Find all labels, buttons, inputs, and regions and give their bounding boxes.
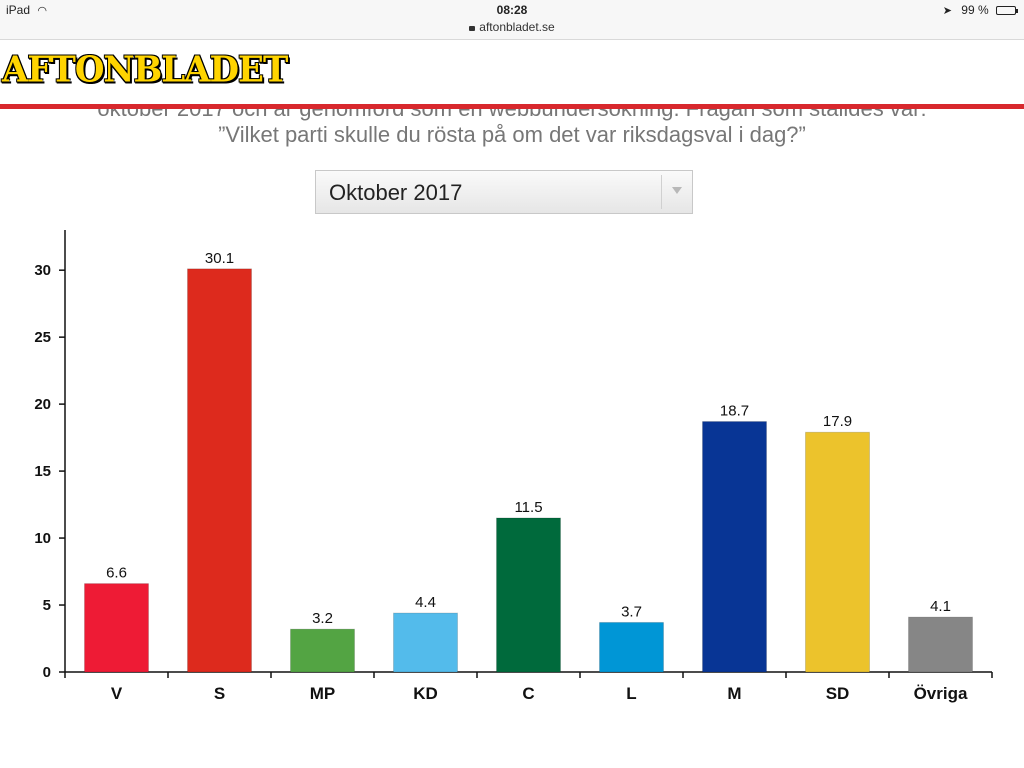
status-left: iPad ◠ — [6, 3, 47, 17]
bar-m — [702, 421, 767, 673]
address-bar[interactable]: aftonbladet.se — [0, 20, 1024, 34]
y-tick-label: 20 — [34, 396, 51, 413]
chevron-down-icon — [672, 187, 682, 194]
y-tick-label: 25 — [34, 329, 51, 346]
wifi-icon: ◠ — [37, 5, 47, 17]
y-tick-label: 15 — [34, 463, 51, 480]
data-label: 17.9 — [823, 413, 852, 430]
data-label: 30.1 — [205, 250, 234, 267]
bar-s — [187, 268, 252, 673]
battery-percent: 99 % — [961, 3, 989, 17]
poll-bar-chart: 0 5 10 15 20 25 30 6.6 V 30.1 S 3.2 MP 4.4 KD 11.5 C 3.7 L… — [34, 230, 993, 703]
data-label: 4.4 — [415, 594, 436, 611]
bar-kd — [393, 612, 458, 673]
data-label: 18.7 — [720, 403, 749, 420]
category-label: M — [727, 684, 741, 703]
bar-c — [496, 517, 561, 673]
period-select[interactable]: Oktober 2017 — [315, 170, 693, 214]
category-label: KD — [413, 684, 438, 703]
status-bar: iPad ◠ 08:28 aftonbladet.se ➤ 99 % — [0, 0, 1024, 40]
header-red-line — [0, 104, 1024, 109]
data-label: 11.5 — [514, 499, 542, 516]
location-arrow-icon: ➤ — [942, 5, 952, 17]
category-label: SD — [826, 684, 850, 703]
y-tick-label: 0 — [43, 664, 51, 681]
lock-icon — [469, 26, 476, 31]
category-label: C — [522, 684, 534, 703]
category-label: Övriga — [914, 684, 968, 703]
bar-v — [84, 583, 149, 673]
y-tick-label: 5 — [43, 597, 51, 614]
period-select-value: Oktober 2017 — [329, 180, 463, 205]
category-label: MP — [310, 684, 336, 703]
y-tick-label: 10 — [34, 530, 51, 547]
data-label: 3.2 — [312, 610, 333, 627]
status-right: ➤ 99 % — [942, 3, 1018, 17]
bar-sd — [805, 431, 870, 673]
category-label: L — [626, 684, 636, 703]
bar-l — [599, 621, 664, 673]
select-divider — [661, 175, 662, 209]
data-label: 4.1 — [930, 598, 951, 615]
y-tick-label: 30 — [34, 262, 51, 279]
aftonbladet-logo[interactable]: AFTONBLADET — [2, 49, 288, 91]
bar-mp — [290, 628, 355, 673]
site-header: AFTONBLADET — [0, 40, 1024, 104]
category-label: S — [214, 684, 225, 703]
intro-line-2: ”Vilket parti skulle du rösta på om det … — [218, 122, 806, 147]
data-label: 3.7 — [621, 603, 642, 620]
address-url: aftonbladet.se — [479, 20, 555, 34]
device-name: iPad — [6, 3, 31, 17]
data-label: 6.6 — [106, 565, 127, 582]
battery-icon — [996, 6, 1018, 16]
status-time: 08:28 — [496, 3, 528, 17]
bar-övriga — [908, 616, 973, 673]
category-label: V — [111, 684, 123, 703]
